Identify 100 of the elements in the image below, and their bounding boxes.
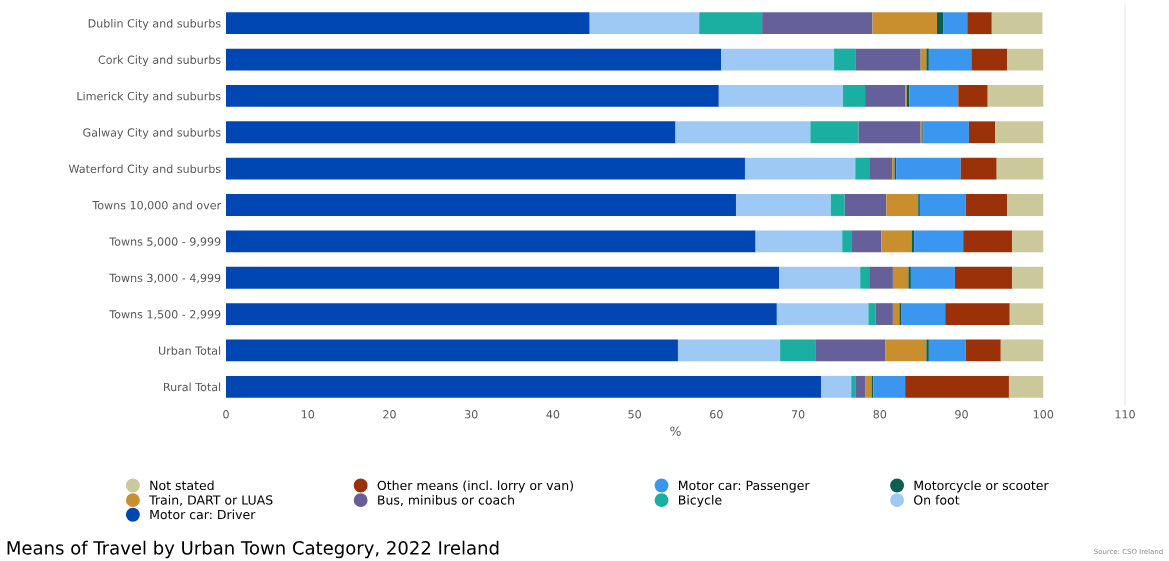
bar — [965, 194, 1008, 216]
legend-label: Bus, minibus or coach — [378, 495, 514, 506]
bar — [226, 121, 676, 144]
bar — [928, 48, 972, 71]
bar — [937, 12, 944, 35]
bar — [955, 266, 1013, 289]
bar — [885, 339, 927, 362]
legend-label: Other means (incl. lorry or van) — [377, 480, 573, 493]
x-tick-label: 60 — [710, 410, 723, 419]
x-tick-label: 10 — [301, 410, 315, 419]
bar — [1009, 303, 1044, 325]
y-tick-label: Towns 1,500 - 2,999 — [109, 310, 221, 320]
bar — [869, 266, 893, 289]
bar — [886, 194, 919, 216]
bar — [868, 303, 876, 325]
x-tick-label: 30 — [464, 410, 478, 419]
y-tick-label: Rural Total — [164, 382, 221, 392]
y-tick-label: Urban Total — [159, 346, 221, 355]
bar — [914, 230, 964, 253]
bar — [860, 266, 870, 289]
x-tick-label: 0 — [223, 410, 229, 419]
legend-label: Bicycle — [679, 495, 722, 508]
bar — [226, 85, 719, 107]
bar — [910, 266, 956, 289]
bar — [892, 266, 909, 289]
x-tick-label: 90 — [955, 410, 968, 419]
y-tick-label: Galway City and suburbs — [83, 128, 221, 139]
bar — [820, 375, 852, 398]
bar — [762, 12, 873, 35]
bar — [1007, 48, 1044, 71]
bar — [842, 230, 852, 253]
x-tick-label: 40 — [546, 410, 560, 419]
bar — [1012, 230, 1044, 253]
y-tick-label: Towns 3,000 - 4,999 — [109, 273, 221, 284]
bar — [987, 85, 1044, 107]
bar — [755, 230, 843, 253]
legend-label: Motor car: Driver — [150, 509, 256, 520]
y-tick-label: Towns 10,000 and over — [92, 200, 222, 211]
bar — [963, 230, 1013, 253]
bar — [892, 303, 900, 325]
legend-label: Train, DART or LUAS — [149, 495, 273, 506]
bar — [830, 194, 845, 216]
bar — [677, 339, 781, 362]
bar — [991, 12, 1043, 35]
bar — [909, 85, 959, 107]
bar — [226, 266, 780, 289]
bar — [844, 194, 887, 216]
bar — [226, 339, 678, 362]
x-tick-label: 110 — [1115, 410, 1135, 419]
bar — [896, 157, 961, 180]
bar — [1008, 375, 1044, 398]
y-tick-label: Cork City and suburbs — [98, 55, 221, 67]
y-tick-label: Waterford City and suburbs — [68, 164, 221, 176]
bar — [855, 48, 921, 71]
bar — [926, 339, 929, 362]
bar — [815, 339, 886, 362]
bar — [996, 157, 1044, 180]
bar — [744, 157, 856, 180]
bar — [779, 266, 861, 289]
bar — [881, 230, 912, 253]
bar — [865, 85, 906, 107]
bar — [875, 303, 893, 325]
x-tick-label: 100 — [1033, 410, 1054, 419]
bar — [843, 85, 866, 107]
bar — [928, 339, 966, 362]
legend-label: Not stated — [150, 480, 214, 491]
bar — [855, 157, 871, 180]
x-tick-label: 80 — [873, 410, 887, 419]
x-axis-title: % — [670, 426, 681, 436]
bar — [873, 375, 906, 398]
y-tick-label: Towns 5,000 - 9,999 — [109, 237, 221, 247]
bar — [971, 48, 1008, 71]
bar — [1000, 339, 1044, 362]
bar — [905, 375, 1009, 398]
bar — [926, 48, 929, 71]
bar — [721, 48, 835, 71]
bar — [226, 157, 745, 180]
legend-label: Motorcycle or scooter — [914, 480, 1049, 493]
bar — [226, 230, 756, 253]
bar — [226, 375, 821, 398]
bar — [901, 303, 946, 325]
text: Means of Travel by Urban Town Category, 2022 Ireland — [7, 540, 499, 559]
bar — [865, 375, 872, 398]
bar — [1012, 266, 1044, 289]
bar — [958, 85, 988, 107]
bar — [908, 266, 911, 289]
bar — [851, 375, 856, 398]
bar — [780, 339, 816, 362]
bar — [968, 121, 996, 144]
bar — [1007, 194, 1044, 216]
bar — [735, 194, 831, 216]
y-tick-label: Dublin City and suburbs — [88, 18, 221, 30]
bar — [858, 121, 921, 144]
bar — [945, 303, 1010, 325]
x-tick-label: 70 — [791, 410, 805, 419]
bar — [851, 230, 882, 253]
bar — [226, 303, 777, 325]
bar — [675, 121, 811, 144]
bar — [226, 194, 736, 216]
bar — [995, 121, 1044, 144]
